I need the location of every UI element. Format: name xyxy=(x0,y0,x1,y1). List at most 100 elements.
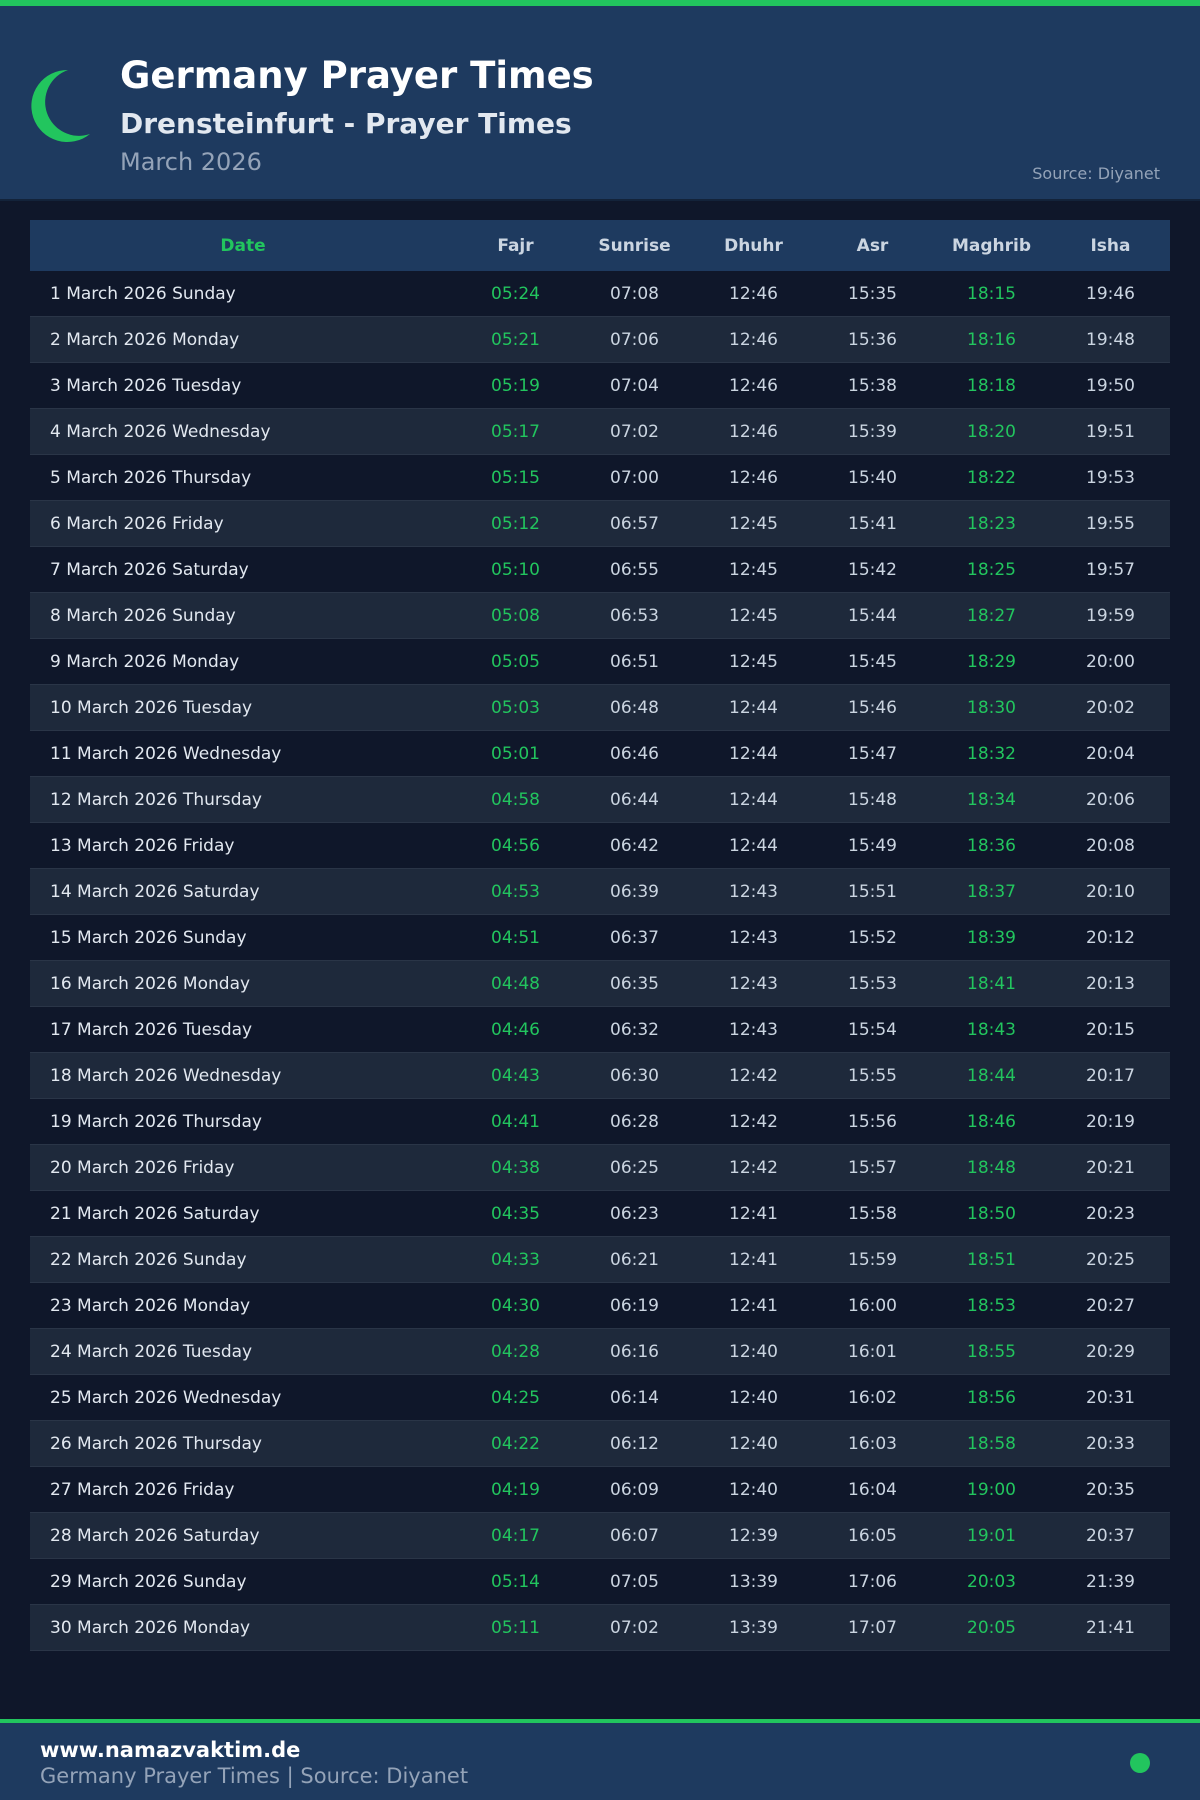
cell-sunrise: 06:28 xyxy=(610,1111,659,1132)
cell-asr: 15:51 xyxy=(848,881,897,902)
cell-sunrise: 06:53 xyxy=(610,605,659,626)
cell-date: 13 March 2026 Friday xyxy=(50,835,235,856)
table-row: 19 March 2026 Thursday 04:41 06:28 12:42 15:… xyxy=(30,1099,1170,1145)
cell-date: 14 March 2026 Saturday xyxy=(50,881,260,902)
cell-maghrib: 18:56 xyxy=(967,1387,1016,1408)
table-row: 16 March 2026 Monday 04:48 06:35 12:43 15:53… xyxy=(30,961,1170,1007)
cell-fajr: 05:11 xyxy=(491,1617,540,1638)
cell-isha: 20:29 xyxy=(1086,1341,1135,1362)
cell-dhuhr: 13:39 xyxy=(729,1617,778,1638)
cell-sunrise: 06:42 xyxy=(610,835,659,856)
cell-asr: 15:58 xyxy=(848,1203,897,1224)
cell-sunrise: 06:23 xyxy=(610,1203,659,1224)
column-header-date: Date xyxy=(220,235,266,256)
cell-fajr: 05:24 xyxy=(491,283,540,304)
cell-date: 19 March 2026 Thursday xyxy=(50,1111,262,1132)
cell-date: 2 March 2026 Monday xyxy=(50,329,240,350)
month-label: March 2026 xyxy=(120,148,262,176)
cell-sunrise: 07:04 xyxy=(610,375,659,396)
cell-dhuhr: 12:44 xyxy=(729,835,778,856)
cell-maghrib: 18:22 xyxy=(967,467,1016,488)
cell-maghrib: 18:37 xyxy=(967,881,1016,902)
cell-sunrise: 06:25 xyxy=(610,1157,659,1178)
cell-dhuhr: 12:46 xyxy=(729,283,778,304)
cell-asr: 16:02 xyxy=(848,1387,897,1408)
cell-maghrib: 19:01 xyxy=(967,1525,1016,1546)
cell-isha: 20:31 xyxy=(1086,1387,1135,1408)
table-row: 5 March 2026 Thursday 05:15 07:00 12:46 15:4… xyxy=(30,455,1170,501)
cell-isha: 20:00 xyxy=(1086,651,1135,672)
cell-isha: 20:27 xyxy=(1086,1295,1135,1316)
cell-dhuhr: 12:39 xyxy=(729,1525,778,1546)
cell-fajr: 04:22 xyxy=(491,1433,540,1454)
cell-asr: 16:04 xyxy=(848,1479,897,1500)
cell-fajr: 05:08 xyxy=(491,605,540,626)
cell-isha: 20:35 xyxy=(1086,1479,1135,1500)
cell-fajr: 04:28 xyxy=(491,1341,540,1362)
table-row: 26 March 2026 Thursday 04:22 06:12 12:40 16:… xyxy=(30,1421,1170,1467)
cell-maghrib: 18:32 xyxy=(967,743,1016,764)
cell-sunrise: 06:44 xyxy=(610,789,659,810)
cell-maghrib: 18:34 xyxy=(967,789,1016,810)
cell-sunrise: 06:48 xyxy=(610,697,659,718)
cell-dhuhr: 12:42 xyxy=(729,1111,778,1132)
cell-dhuhr: 12:44 xyxy=(729,743,778,764)
cell-fajr: 05:21 xyxy=(491,329,540,350)
footer-site-link[interactable]: www.namazvaktim.de xyxy=(40,1738,301,1762)
cell-maghrib: 18:23 xyxy=(967,513,1016,534)
table-row: 7 March 2026 Saturday 05:10 06:55 12:45 15:4… xyxy=(30,547,1170,593)
cell-maghrib: 18:39 xyxy=(967,927,1016,948)
cell-asr: 15:45 xyxy=(848,651,897,672)
table-row: 10 March 2026 Tuesday 05:03 06:48 12:44 15:4… xyxy=(30,685,1170,731)
cell-dhuhr: 12:46 xyxy=(729,421,778,442)
cell-maghrib: 18:20 xyxy=(967,421,1016,442)
cell-fajr: 04:58 xyxy=(491,789,540,810)
cell-maghrib: 18:53 xyxy=(967,1295,1016,1316)
table-row: 22 March 2026 Sunday 04:33 06:21 12:41 15:59… xyxy=(30,1237,1170,1283)
table-row: 24 March 2026 Tuesday 04:28 06:16 12:40 16:0… xyxy=(30,1329,1170,1375)
column-header-maghrib: Maghrib xyxy=(951,235,1032,256)
cell-dhuhr: 12:46 xyxy=(729,375,778,396)
page-subtitle: Drensteinfurt - Prayer Times xyxy=(120,107,572,140)
cell-asr: 15:40 xyxy=(848,467,897,488)
cell-fajr: 05:15 xyxy=(491,467,540,488)
table-body: 1 March 2026 Sunday 05:24 07:08 12:46 15:35 1… xyxy=(30,271,1170,1651)
cell-fajr: 04:56 xyxy=(491,835,540,856)
cell-fajr: 04:43 xyxy=(491,1065,540,1086)
table-row: 25 March 2026 Wednesday 04:25 06:14 12:40 16… xyxy=(30,1375,1170,1421)
table-row: 6 March 2026 Friday 05:12 06:57 12:45 15:41 1… xyxy=(30,501,1170,547)
cell-asr: 15:55 xyxy=(848,1065,897,1086)
cell-date: 9 March 2026 Monday xyxy=(50,651,240,672)
cell-date: 1 March 2026 Sunday xyxy=(50,283,236,304)
cell-date: 15 March 2026 Sunday xyxy=(50,927,247,948)
cell-date: 21 March 2026 Saturday xyxy=(50,1203,260,1224)
cell-sunrise: 06:19 xyxy=(610,1295,659,1316)
cell-asr: 15:39 xyxy=(848,421,897,442)
cell-asr: 15:44 xyxy=(848,605,897,626)
cell-dhuhr: 12:45 xyxy=(729,605,778,626)
cell-isha: 19:50 xyxy=(1086,375,1135,396)
cell-dhuhr: 13:39 xyxy=(729,1571,778,1592)
cell-asr: 16:00 xyxy=(848,1295,897,1316)
cell-isha: 20:37 xyxy=(1086,1525,1135,1546)
page-footer: www.namazvaktim.de Germany Prayer Times … xyxy=(0,1723,1200,1800)
cell-fajr: 05:05 xyxy=(491,651,540,672)
table-row: 2 March 2026 Monday 05:21 07:06 12:46 15:36 1… xyxy=(30,317,1170,363)
cell-date: 25 March 2026 Wednesday xyxy=(50,1387,282,1408)
cell-dhuhr: 12:44 xyxy=(729,789,778,810)
cell-sunrise: 07:02 xyxy=(610,421,659,442)
table-row: 8 March 2026 Sunday 05:08 06:53 12:45 15:44 1… xyxy=(30,593,1170,639)
cell-dhuhr: 12:43 xyxy=(729,927,778,948)
cell-sunrise: 07:06 xyxy=(610,329,659,350)
cell-maghrib: 18:15 xyxy=(967,283,1016,304)
prayer-times-table: Date Fajr Sunrise Dhuhr Asr Maghrib Isha… xyxy=(30,220,1170,1651)
cell-date: 5 March 2026 Thursday xyxy=(50,467,252,488)
cell-date: 3 March 2026 Tuesday xyxy=(50,375,242,396)
cell-isha: 20:25 xyxy=(1086,1249,1135,1270)
cell-maghrib: 18:30 xyxy=(967,697,1016,718)
cell-date: 29 March 2026 Sunday xyxy=(50,1571,247,1592)
column-header-asr: Asr xyxy=(856,235,889,256)
cell-maghrib: 18:41 xyxy=(967,973,1016,994)
cell-isha: 20:13 xyxy=(1086,973,1135,994)
cell-maghrib: 19:00 xyxy=(967,1479,1016,1500)
